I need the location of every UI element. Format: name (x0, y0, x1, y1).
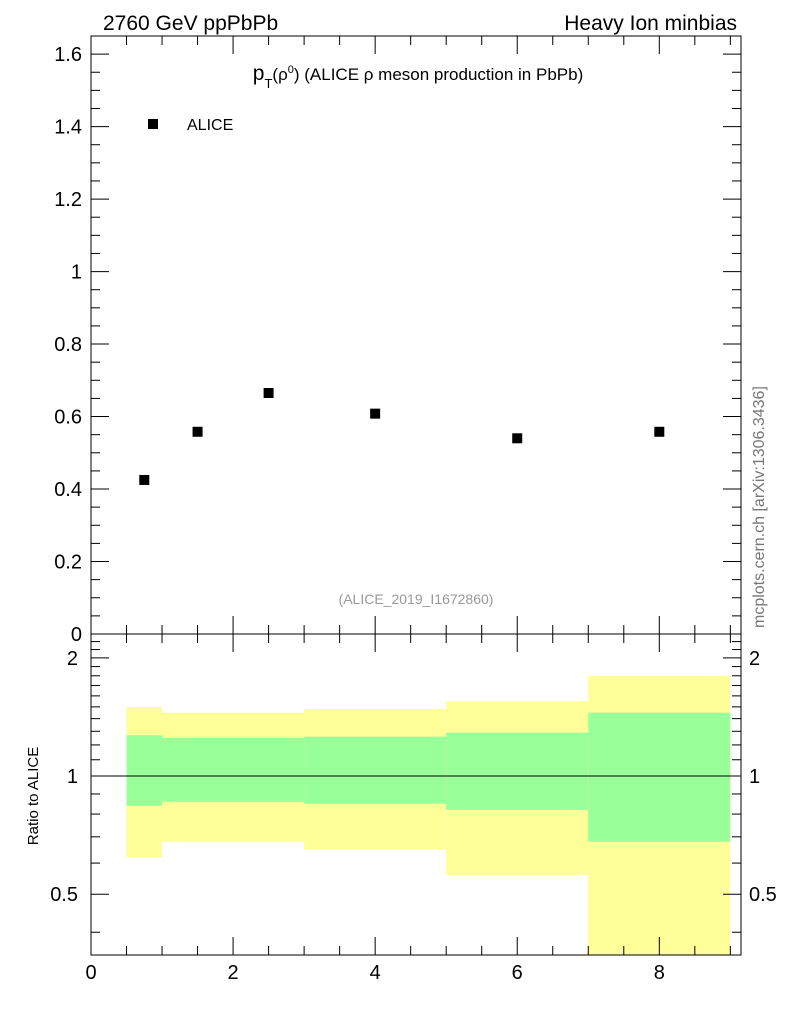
watermark: (ALICE_2019_I1672860) (339, 591, 494, 607)
title-open: (ρ (272, 65, 287, 84)
inner-uncertainty-band (162, 737, 305, 802)
data-point (370, 408, 381, 419)
main-ytick-label: 0.8 (54, 334, 82, 356)
ratio-ytick-label-right: 1 (749, 766, 760, 788)
header-left: 2760 GeV ppPbPb (103, 12, 278, 35)
data-point (139, 474, 150, 485)
inner-uncertainty-band (446, 732, 589, 810)
side-label: mcplots.cern.ch [arXiv:1306.3436] (751, 386, 768, 628)
ratio-xtick-label: 2 (228, 962, 239, 984)
main-panel: 00.20.40.60.811.21.41.6 pT(ρ0) (ALICE ρ … (54, 35, 742, 646)
main-ytick-label: 1.2 (54, 189, 82, 211)
main-ytick-label: 0.4 (54, 479, 82, 501)
ratio-uncertainty-bands (126, 675, 731, 955)
ratio-axis-ticks (90, 634, 741, 955)
ratio-xtick-label: 8 (654, 962, 665, 984)
ratio-ytick-label-left: 0.5 (50, 884, 78, 906)
data-point (512, 433, 523, 444)
main-axis-ticks (90, 35, 741, 635)
ratio-panel: 0.5 0.5 1 1 2 2 0 2 4 6 8 Ratio to ALICE (25, 633, 777, 984)
data-point (263, 387, 274, 398)
inner-uncertainty-band (588, 712, 731, 842)
main-ytick-label: 1.6 (54, 44, 82, 66)
ratio-xtick-label: 4 (370, 962, 381, 984)
main-ytick-label: 0.2 (54, 552, 82, 574)
ratio-xtick-label: 0 (85, 962, 96, 984)
title-sup: 0 (288, 64, 294, 76)
inner-uncertainty-band (304, 736, 447, 804)
main-ytick-label: 1.4 (54, 117, 82, 139)
plot-title: pT(ρ0) (ALICE ρ meson production in PbPb… (253, 62, 583, 91)
legend-label-alice: ALICE (187, 117, 233, 134)
data-point (654, 426, 665, 437)
ratio-xtick-label: 6 (512, 962, 523, 984)
ratio-frame (90, 633, 742, 956)
title-main: p (253, 62, 265, 85)
ratio-ytick-label-left: 2 (67, 648, 78, 670)
header-right: Heavy Ion minbias (564, 12, 737, 35)
main-y-tick-labels: 0 0.2 0.4 0.6 0.8 1 1.2 1.4 1.6 (54, 44, 82, 646)
main-ytick-label: 0.6 (54, 407, 82, 429)
main-ytick-label: 0 (71, 624, 82, 646)
ratio-ytick-label-right: 2 (749, 648, 760, 670)
title-sub: T (264, 76, 272, 91)
ratio-ytick-label-right: 0.5 (749, 884, 777, 906)
data-point (192, 426, 203, 437)
legend-marker-alice (148, 119, 158, 129)
ratio-x-tick-labels: 0 2 4 6 8 (85, 962, 664, 984)
ratio-y-tick-labels: 0.5 0.5 1 1 2 2 (50, 648, 777, 906)
main-ytick-label: 1 (71, 262, 82, 284)
ratio-ytick-label-left: 1 (67, 766, 78, 788)
ratio-ylabel: Ratio to ALICE (25, 747, 42, 845)
data-points-alice (139, 387, 665, 485)
inner-uncertainty-band (126, 735, 163, 806)
title-rest: ) (ALICE ρ meson production in PbPb) (294, 65, 583, 84)
